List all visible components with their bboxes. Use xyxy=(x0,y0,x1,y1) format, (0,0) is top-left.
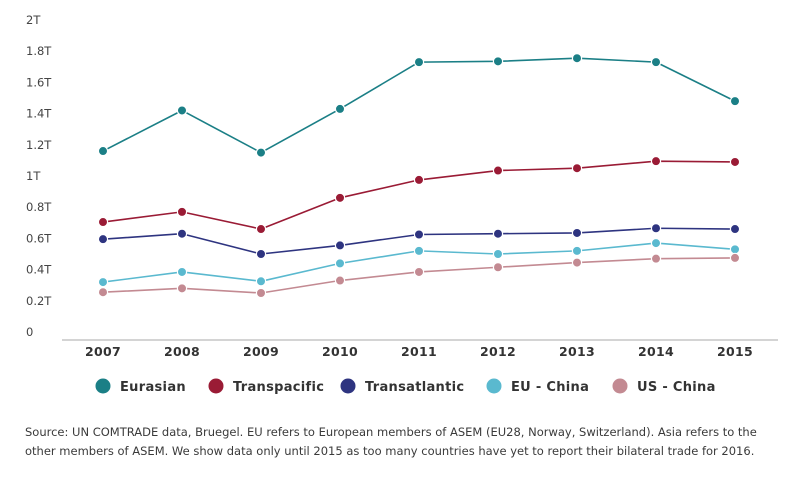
y-tick-label: 1T xyxy=(26,169,41,183)
data-point xyxy=(413,56,425,68)
legend-marker xyxy=(612,378,628,394)
data-point xyxy=(97,276,109,288)
legend-label: Eurasian xyxy=(120,380,186,395)
data-point xyxy=(97,287,109,298)
data-point xyxy=(334,192,346,204)
series-points xyxy=(97,53,741,299)
data-point xyxy=(176,206,188,218)
data-point xyxy=(492,248,504,260)
legend-label: US - China xyxy=(637,380,716,395)
y-tick-label: 0.2T xyxy=(26,294,52,308)
legend-label: EU - China xyxy=(511,380,589,395)
y-tick-label: 2T xyxy=(26,13,41,27)
data-point xyxy=(571,227,583,239)
data-point xyxy=(413,245,425,257)
x-tick-label: 2007 xyxy=(85,344,121,359)
data-point xyxy=(650,155,662,167)
data-point xyxy=(97,145,109,157)
series-line-0 xyxy=(102,57,736,154)
legend-marker xyxy=(340,378,356,394)
y-tick-label: 1.6T xyxy=(26,75,52,89)
data-point xyxy=(334,275,346,286)
data-point xyxy=(255,287,267,299)
line-chart: 0 0.2T 0.4T 0.6T 0.8T 1T 1.2T 1.4T 1.6T 1.8T 2T 20… xyxy=(26,13,778,395)
data-point xyxy=(729,95,741,107)
data-point xyxy=(334,258,346,269)
x-tick-label: 2008 xyxy=(164,344,200,359)
legend-label: Transpacific xyxy=(233,380,324,395)
x-tick-label: 2012 xyxy=(480,344,516,359)
data-point xyxy=(492,165,504,176)
y-tick-label: 0 xyxy=(26,325,33,339)
x-axis-ticks: 2007 2008 2009 2010 2011 2012 2013 2014 2015 xyxy=(85,344,753,359)
x-tick-label: 2015 xyxy=(717,344,753,359)
y-tick-label: 0.8T xyxy=(26,200,52,214)
data-point xyxy=(492,228,504,239)
data-point xyxy=(571,53,583,64)
data-point xyxy=(729,244,741,255)
data-point xyxy=(492,262,504,273)
data-point xyxy=(571,245,583,257)
data-point xyxy=(97,216,109,228)
data-point xyxy=(334,103,346,115)
y-tick-label: 0.4T xyxy=(26,263,52,277)
data-point xyxy=(650,223,662,234)
data-point xyxy=(255,147,267,158)
data-point xyxy=(255,248,267,260)
y-tick-label: 1.8T xyxy=(26,44,52,58)
legend-label: Transatlantic xyxy=(365,380,464,395)
x-tick-label: 2011 xyxy=(401,344,437,359)
data-point xyxy=(650,237,662,249)
data-point xyxy=(255,276,267,287)
data-point xyxy=(413,266,425,278)
data-point xyxy=(255,223,267,235)
y-tick-label: 1.2T xyxy=(26,138,52,152)
x-tick-label: 2013 xyxy=(559,344,595,359)
y-tick-label: 0.6T xyxy=(26,231,52,245)
data-point xyxy=(729,156,741,168)
x-tick-label: 2010 xyxy=(322,344,358,359)
legend-marker xyxy=(208,378,224,394)
data-point xyxy=(413,174,425,186)
data-point xyxy=(176,283,188,294)
data-point xyxy=(97,233,109,245)
x-tick-label: 2014 xyxy=(638,344,674,359)
y-axis-ticks: 0 0.2T 0.4T 0.6T 0.8T 1T 1.2T 1.4T 1.6T 1.8T 2T xyxy=(26,13,52,339)
x-tick-label: 2009 xyxy=(243,344,279,359)
data-point xyxy=(176,105,188,116)
data-point xyxy=(729,223,741,235)
data-point xyxy=(492,56,504,67)
data-point xyxy=(650,56,662,68)
data-point xyxy=(571,162,583,174)
series-line-1 xyxy=(102,160,736,230)
data-point xyxy=(729,252,741,264)
legend-marker xyxy=(95,378,111,394)
data-point xyxy=(176,228,188,239)
data-point xyxy=(176,266,188,278)
data-point xyxy=(571,257,583,268)
legend: Eurasian Transpacific Transatlantic EU - Ch… xyxy=(95,378,716,395)
source-note: Source: UN COMTRADE data, Bruegel. EU re… xyxy=(25,425,757,458)
y-tick-label: 1.4T xyxy=(26,107,52,121)
legend-marker xyxy=(486,378,502,394)
data-point xyxy=(413,229,425,240)
data-point xyxy=(334,240,346,251)
data-point xyxy=(650,253,662,264)
